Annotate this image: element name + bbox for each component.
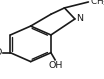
Text: HO: HO bbox=[0, 48, 3, 57]
Text: OH: OH bbox=[48, 61, 63, 70]
Text: CH$_3$: CH$_3$ bbox=[90, 0, 104, 8]
Text: N: N bbox=[76, 14, 83, 23]
